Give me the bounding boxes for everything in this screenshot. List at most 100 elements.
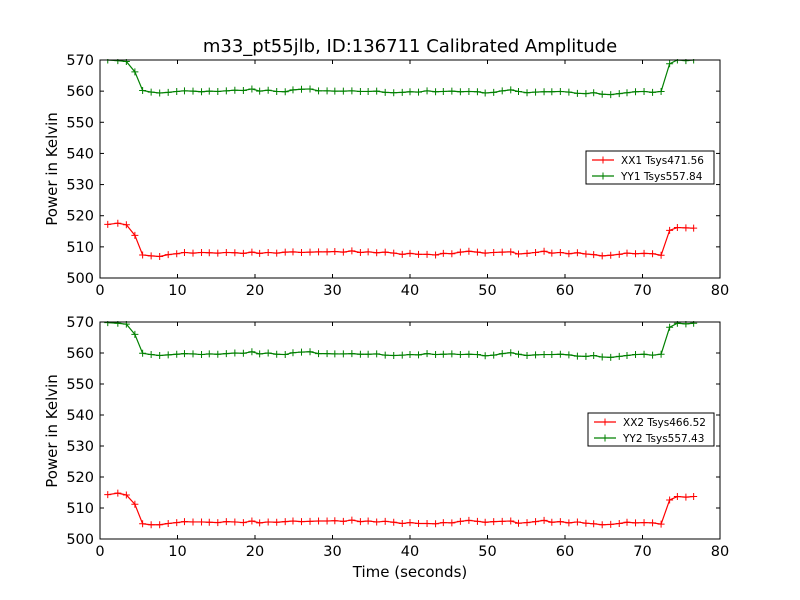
data-point xyxy=(381,351,389,359)
data-point xyxy=(532,88,540,96)
data-point xyxy=(465,516,473,524)
data-point xyxy=(390,249,398,257)
data-point xyxy=(673,321,681,327)
data-point xyxy=(381,248,389,256)
data-point xyxy=(598,353,606,361)
legend: XX1 Tsys471.56 YY1 Tsys557.84 xyxy=(585,150,715,185)
data-point xyxy=(565,88,573,96)
data-point xyxy=(649,351,657,359)
data-point xyxy=(256,249,264,257)
data-point xyxy=(373,249,381,257)
data-point xyxy=(390,518,398,526)
data-point xyxy=(515,350,522,358)
data-point xyxy=(306,248,314,256)
data-point xyxy=(198,518,206,526)
y-tick-label: 500 xyxy=(66,271,94,287)
data-point xyxy=(348,350,356,358)
data-point xyxy=(222,518,230,526)
data-point xyxy=(373,350,381,358)
data-point xyxy=(515,87,522,95)
data-point xyxy=(398,520,406,527)
data-point xyxy=(582,519,590,527)
data-point xyxy=(364,248,372,256)
data-point xyxy=(607,520,615,528)
data-point xyxy=(682,493,690,501)
data-point xyxy=(390,351,398,359)
data-point xyxy=(666,226,674,234)
data-point xyxy=(281,351,289,359)
data-point xyxy=(323,248,331,256)
data-point xyxy=(423,87,431,95)
data-point xyxy=(657,87,665,95)
data-point xyxy=(573,518,581,526)
data-point xyxy=(364,87,372,95)
data-point xyxy=(548,88,556,96)
data-point xyxy=(139,87,147,95)
data-point xyxy=(615,352,623,360)
data-point xyxy=(548,351,556,359)
data-point xyxy=(615,90,623,98)
data-point xyxy=(147,351,155,359)
data-point xyxy=(406,519,414,527)
y-axis-label-top: Power in Kelvin xyxy=(43,112,61,226)
data-point xyxy=(131,231,139,239)
data-point xyxy=(381,88,389,96)
data-point xyxy=(356,350,364,358)
legend-entry: XX1 Tsys471.56 xyxy=(592,155,704,167)
data-point xyxy=(565,351,573,359)
data-point xyxy=(104,321,112,327)
data-point xyxy=(306,348,314,356)
data-point xyxy=(473,351,481,359)
data-point xyxy=(415,351,423,359)
data-point xyxy=(315,248,323,256)
data-point xyxy=(373,87,381,95)
data-point xyxy=(164,520,172,527)
legend-marker xyxy=(601,418,609,426)
data-point xyxy=(481,352,489,360)
data-point xyxy=(164,351,172,359)
data-point xyxy=(180,248,188,256)
data-point xyxy=(598,252,606,260)
data-point xyxy=(264,248,272,256)
data-point xyxy=(649,519,657,527)
data-point xyxy=(156,351,164,359)
subplot-top: Power in Kelvin 0 10 20 30 40 50 60 70 80 500 510 5… xyxy=(43,53,729,299)
data-point xyxy=(507,248,515,256)
data-point xyxy=(406,88,414,96)
data-point xyxy=(289,349,297,357)
series-xx xyxy=(104,219,698,261)
data-point xyxy=(682,224,690,232)
data-point xyxy=(473,248,481,256)
data-point xyxy=(248,517,256,525)
data-point xyxy=(298,348,305,356)
data-point xyxy=(398,88,406,96)
data-point xyxy=(205,249,213,257)
data-point xyxy=(406,249,414,257)
x-tick-label: 20 xyxy=(246,544,264,560)
data-point xyxy=(147,88,155,96)
data-point xyxy=(173,519,181,527)
data-point xyxy=(465,350,473,358)
data-point xyxy=(381,517,389,525)
data-point xyxy=(548,518,556,526)
data-point xyxy=(507,86,515,94)
data-point xyxy=(281,248,289,256)
data-point xyxy=(590,251,598,259)
data-point xyxy=(315,350,323,358)
data-point xyxy=(623,351,631,359)
data-point xyxy=(273,249,281,257)
data-point xyxy=(657,520,665,528)
data-point xyxy=(331,87,339,95)
data-point xyxy=(632,250,640,258)
data-point xyxy=(281,88,289,96)
data-point xyxy=(164,251,172,259)
data-point xyxy=(214,519,222,527)
data-point xyxy=(590,351,598,359)
data-point xyxy=(556,248,564,256)
data-point xyxy=(248,248,256,256)
data-point xyxy=(523,249,531,257)
data-point xyxy=(423,520,431,527)
data-point xyxy=(439,519,447,527)
y-tick-label: 550 xyxy=(66,115,94,131)
x-tick-label: 60 xyxy=(556,544,574,560)
